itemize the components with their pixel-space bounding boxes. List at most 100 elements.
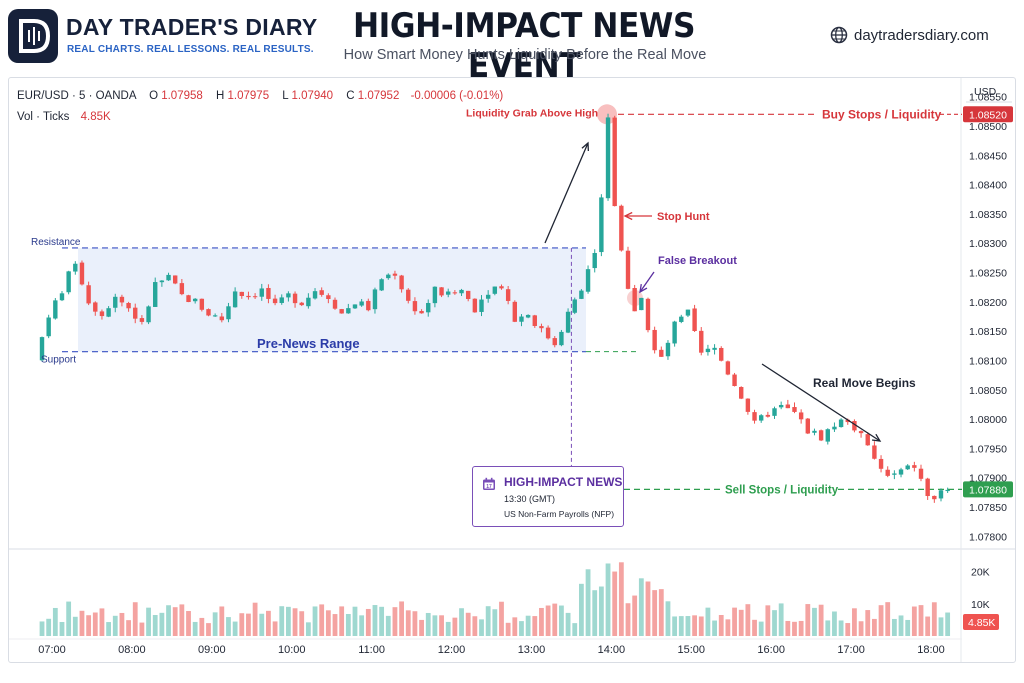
- candle-body: [239, 291, 244, 296]
- volume-bar: [572, 623, 578, 636]
- candle-body: [905, 465, 910, 470]
- candle-body: [386, 274, 391, 279]
- candle-body: [612, 117, 617, 207]
- candle-body: [232, 291, 238, 308]
- candle-body: [452, 292, 458, 294]
- candle-body: [539, 326, 544, 329]
- volume-bar: [112, 615, 118, 636]
- candle-body: [346, 308, 351, 314]
- website-link[interactable]: daytradersdiary.com: [854, 27, 989, 44]
- volume-bar: [206, 623, 211, 636]
- candle-body: [672, 321, 677, 344]
- volume-bar: [832, 611, 837, 636]
- candle-body: [446, 291, 451, 295]
- range-label: Pre-News Range: [257, 336, 360, 351]
- candle-body: [525, 314, 531, 318]
- volume-bar: [698, 616, 704, 636]
- volume-bar: [405, 610, 411, 636]
- candle-body: [552, 338, 557, 346]
- candle-body: [632, 288, 637, 312]
- volume-bar: [632, 595, 638, 636]
- price-tick: 1.08050: [969, 385, 1007, 397]
- volume-tick: 20K: [971, 567, 990, 579]
- rally-arrow-head: [581, 141, 590, 152]
- volume-bar: [552, 603, 558, 636]
- time-tick: 14:00: [598, 644, 626, 656]
- candle-body: [392, 273, 398, 276]
- volume-bar: [885, 602, 891, 636]
- volume-bar: [39, 621, 45, 636]
- sell-stops-price-tag: [963, 481, 1013, 498]
- volume-bar: [432, 615, 438, 636]
- time-tick: 13:00: [518, 644, 546, 656]
- volume-bar: [319, 604, 325, 636]
- volume-bar: [359, 615, 365, 636]
- news-event-card[interactable]: 17 HIGH-IMPACT NEWS 13:30 (GMT) US Non-F…: [472, 466, 624, 527]
- volume-value: 4.85K: [80, 111, 111, 123]
- price-tick: 1.08150: [969, 326, 1007, 338]
- time-tick: 16:00: [757, 644, 785, 656]
- time-tick: 12:00: [438, 644, 466, 656]
- volume-bar: [519, 621, 524, 636]
- pre-news-range: [78, 247, 586, 352]
- volume-bar: [838, 620, 844, 636]
- volume-bar: [372, 605, 378, 636]
- volume-bar: [419, 619, 424, 636]
- candle-body: [372, 289, 378, 310]
- volume-bar: [645, 581, 651, 636]
- volume-bar: [399, 601, 405, 636]
- candle-body: [712, 347, 717, 350]
- candle-body: [339, 309, 344, 314]
- time-tick: 10:00: [278, 644, 306, 656]
- candle-body: [465, 290, 471, 299]
- volume-bar: [539, 607, 544, 636]
- false-breakout-arrow-head: [639, 283, 648, 294]
- volume-bar: [871, 618, 877, 636]
- candle-body: [925, 478, 930, 497]
- liquidity-grab-marker: [597, 104, 617, 125]
- candle-body: [532, 315, 537, 326]
- volume-bar: [891, 618, 897, 636]
- volume-bar: [525, 615, 531, 636]
- ohlc-readout: EUR/USD · 5 · OANDA O 1.07958 H 1.07975 …: [17, 90, 503, 102]
- volume-bar: [259, 613, 265, 636]
- time-tick: 15:00: [678, 644, 706, 656]
- volume-bar: [139, 622, 145, 636]
- volume-bar: [192, 621, 198, 636]
- candle-body: [366, 300, 371, 311]
- volume-bar: [292, 608, 298, 636]
- volume-bar: [199, 617, 205, 636]
- candle-body: [745, 398, 751, 412]
- volume-tag: [963, 614, 999, 630]
- volume-bar: [266, 610, 271, 636]
- volume-tick: 10K: [971, 599, 990, 611]
- candle-body: [379, 279, 384, 291]
- volume-bar: [772, 610, 777, 636]
- candle-body: [286, 293, 291, 298]
- volume-bar: [499, 601, 504, 636]
- candle-body: [625, 250, 631, 289]
- stop-hunt-arrow: [623, 211, 652, 221]
- volume-bar: [345, 613, 351, 636]
- candle-body: [818, 430, 824, 441]
- candle-body: [892, 473, 897, 475]
- price-tick: 1.07800: [969, 531, 1007, 543]
- volume-bar: [325, 610, 331, 636]
- price-tick: 1.07850: [969, 502, 1007, 514]
- volume-bar: [865, 610, 871, 636]
- globe-icon: [830, 26, 848, 44]
- volume-bar: [652, 590, 658, 636]
- volume-bar: [492, 609, 498, 636]
- real-move-arrow: [761, 363, 882, 442]
- candle-body: [565, 311, 571, 333]
- time-tick: 08:00: [118, 644, 146, 656]
- price-tick: 1.07950: [969, 443, 1007, 455]
- candle-body: [419, 310, 424, 314]
- volume-bar: [559, 605, 564, 636]
- volume-bar: [512, 617, 518, 636]
- stop-hunt-arrow-head: [623, 211, 633, 221]
- candle-body: [359, 301, 364, 306]
- candle-body: [139, 318, 145, 322]
- volume-bar: [305, 622, 311, 636]
